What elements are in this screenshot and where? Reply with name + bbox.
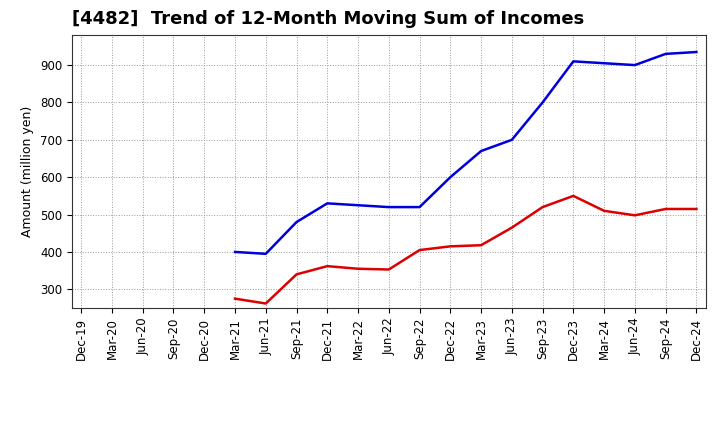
Net Income <box>384 267 393 272</box>
Net Income <box>569 193 577 198</box>
Y-axis label: Amount (million yen): Amount (million yen) <box>22 106 35 237</box>
Net Income <box>354 266 362 271</box>
Ordinary Income <box>261 251 270 257</box>
Net Income <box>415 247 424 253</box>
Text: [4482]  Trend of 12-Month Moving Sum of Incomes: [4482] Trend of 12-Month Moving Sum of I… <box>72 10 584 28</box>
Ordinary Income <box>415 205 424 210</box>
Ordinary Income <box>600 61 608 66</box>
Net Income <box>661 206 670 212</box>
Ordinary Income <box>384 205 393 210</box>
Ordinary Income <box>508 137 516 143</box>
Net Income <box>631 213 639 218</box>
Net Income <box>446 244 454 249</box>
Net Income <box>539 205 547 210</box>
Ordinary Income <box>477 148 485 154</box>
Line: Net Income: Net Income <box>235 196 696 304</box>
Ordinary Income <box>539 100 547 105</box>
Ordinary Income <box>569 59 577 64</box>
Ordinary Income <box>661 51 670 56</box>
Net Income <box>292 272 301 277</box>
Ordinary Income <box>292 220 301 225</box>
Net Income <box>261 301 270 306</box>
Ordinary Income <box>631 62 639 68</box>
Ordinary Income <box>230 249 239 255</box>
Net Income <box>230 296 239 301</box>
Line: Ordinary Income: Ordinary Income <box>235 52 696 254</box>
Ordinary Income <box>354 202 362 208</box>
Net Income <box>692 206 701 212</box>
Net Income <box>323 264 332 269</box>
Ordinary Income <box>323 201 332 206</box>
Net Income <box>600 208 608 213</box>
Ordinary Income <box>692 49 701 55</box>
Net Income <box>508 225 516 230</box>
Ordinary Income <box>446 175 454 180</box>
Net Income <box>477 242 485 248</box>
